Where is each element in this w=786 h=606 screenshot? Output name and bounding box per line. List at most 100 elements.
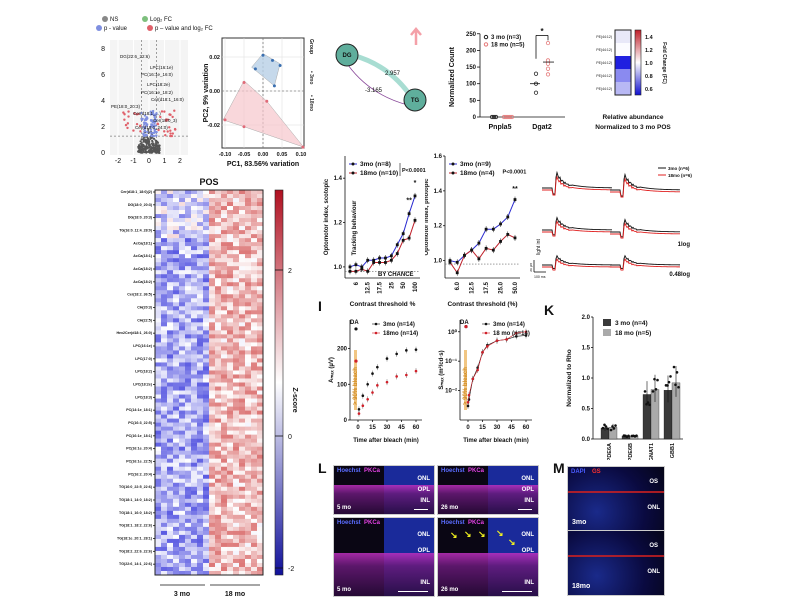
heatmap-cell bbox=[155, 302, 162, 307]
heatmap-cell bbox=[161, 226, 168, 231]
heatmap-cell bbox=[191, 414, 198, 419]
edge-negative bbox=[347, 64, 409, 106]
legend-label: 3mo (n=14) bbox=[493, 322, 525, 328]
heatmap-cell bbox=[161, 482, 168, 487]
heatmap-cell bbox=[239, 514, 246, 520]
heatmap-cell bbox=[209, 534, 216, 540]
dark-adapted-point bbox=[464, 324, 468, 329]
heatmap-cell bbox=[179, 218, 186, 223]
heatmap-cell bbox=[185, 330, 192, 335]
heatmap-cell bbox=[155, 218, 162, 223]
heatmap-cell bbox=[197, 550, 204, 556]
heatmap-cell bbox=[209, 406, 216, 411]
heatmap-cell bbox=[203, 550, 210, 556]
heatmap-cell bbox=[185, 406, 192, 411]
heatmap-cell bbox=[227, 342, 234, 347]
heatmap-cell bbox=[239, 406, 246, 411]
y-tick-label: 0.5 bbox=[582, 407, 591, 413]
heatmap-cell bbox=[203, 218, 210, 223]
heatmap-cell bbox=[203, 422, 210, 427]
data-point bbox=[354, 269, 358, 273]
layer-label-onl: ONL bbox=[417, 476, 430, 482]
pvalue-point bbox=[149, 128, 153, 131]
heatmap-cell bbox=[233, 434, 240, 439]
heatmap-cell bbox=[209, 410, 216, 415]
heatmap-cell bbox=[173, 470, 180, 475]
heatmap-cell bbox=[227, 378, 234, 383]
ns-point bbox=[158, 151, 161, 154]
row-label: TG(18:1e_20:1_28:1) bbox=[117, 537, 153, 541]
heatmap-cell bbox=[251, 554, 258, 560]
data-point bbox=[675, 371, 679, 374]
heatmap-cell bbox=[185, 434, 192, 439]
point-18mo bbox=[253, 67, 257, 71]
heatmap-cell bbox=[167, 282, 174, 287]
y-tick-label: 2.0 bbox=[582, 315, 591, 321]
data-point bbox=[401, 238, 405, 242]
heatmap-cell bbox=[221, 358, 228, 363]
heatmap-cell bbox=[161, 462, 168, 467]
row-label: PC(16:1e_22:5) bbox=[126, 460, 153, 464]
heatmap-cell bbox=[251, 514, 258, 520]
legend-18mo: • 18mo bbox=[308, 95, 314, 111]
heatmap-cell bbox=[203, 462, 210, 467]
legend-label: NS bbox=[110, 17, 118, 23]
heatmap-cell bbox=[203, 198, 210, 203]
heatmap-cell bbox=[185, 398, 192, 403]
heatmap-cell bbox=[155, 518, 162, 524]
heatmap-cell bbox=[615, 69, 631, 82]
heatmap-cell bbox=[161, 322, 168, 327]
heatmap-cell bbox=[221, 342, 228, 347]
heatmap-cell bbox=[191, 318, 198, 323]
heatmap-cell bbox=[245, 194, 252, 199]
heatmap-cell bbox=[215, 306, 222, 311]
heatmap-cell bbox=[251, 298, 258, 303]
heatmap-cell bbox=[221, 390, 228, 395]
heatmap-cell bbox=[185, 366, 192, 371]
heatmap-cell bbox=[185, 254, 192, 259]
heatmap-cell bbox=[245, 542, 252, 548]
heatmap-cell bbox=[245, 486, 252, 491]
y-tick-label: 0 bbox=[344, 418, 348, 424]
heatmap-cell bbox=[155, 498, 162, 504]
heatmap-cell bbox=[185, 542, 192, 548]
heatmap-cell bbox=[215, 514, 222, 520]
heatmap-cell bbox=[197, 398, 204, 403]
heatmap-cell bbox=[191, 570, 198, 576]
group-label: 3 mo bbox=[174, 591, 190, 598]
heatmap-cell bbox=[245, 350, 252, 355]
heatmap-cell bbox=[227, 322, 234, 327]
heatmap-cell bbox=[185, 370, 192, 375]
row-label: TG(18:2_22:6_22:6) bbox=[119, 549, 153, 553]
heatmap-cell bbox=[191, 222, 198, 227]
heatmap-cell bbox=[251, 458, 258, 463]
y-tick-label: 200 bbox=[337, 347, 348, 353]
heatmap-cell bbox=[209, 318, 216, 323]
sig-point bbox=[135, 122, 139, 126]
heatmap-cell bbox=[251, 402, 258, 407]
ns-point bbox=[144, 138, 147, 141]
heatmap-cell bbox=[203, 398, 210, 403]
heatmap-cell bbox=[155, 530, 162, 536]
heatmap-cell bbox=[179, 290, 186, 295]
sig-point bbox=[168, 113, 171, 116]
heatmap-cell bbox=[185, 266, 192, 271]
heatmap-cell bbox=[155, 442, 162, 447]
heatmap-cell bbox=[251, 506, 258, 512]
heatmap-cell bbox=[191, 370, 198, 375]
arrow-icon: ↘ bbox=[450, 530, 458, 540]
heatmap-cell bbox=[257, 570, 264, 576]
heatmap-cell bbox=[209, 422, 216, 427]
heatmap-cell bbox=[245, 374, 252, 379]
heatmap-cell bbox=[215, 518, 222, 524]
data-point bbox=[614, 424, 617, 427]
heatmap-cell bbox=[203, 222, 210, 227]
heatmap-cell bbox=[257, 438, 264, 443]
data-point bbox=[378, 256, 381, 260]
heatmap-cell bbox=[215, 246, 222, 251]
heatmap-cell bbox=[197, 198, 204, 203]
heatmap-cell bbox=[227, 494, 234, 500]
heatmap-cell bbox=[167, 518, 174, 524]
heatmap-cell bbox=[155, 550, 162, 556]
